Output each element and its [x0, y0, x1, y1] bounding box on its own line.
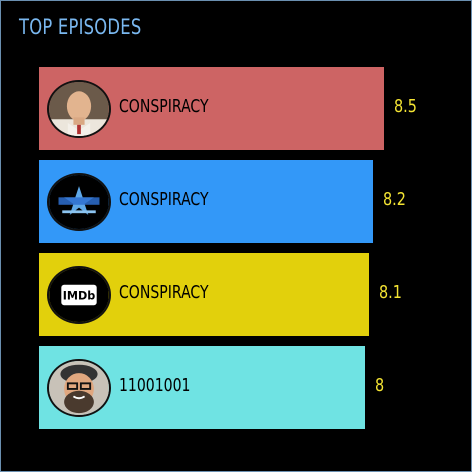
bar-1: CONSPIRACY	[39, 67, 384, 150]
bar-4: 11001001	[39, 346, 365, 429]
bar-value-label: 8	[375, 375, 385, 396]
bar-label: CONSPIRACY	[119, 96, 209, 117]
bar-value-label: 8.5	[394, 96, 417, 117]
bar-label: 11001001	[119, 375, 191, 396]
bearded-person-photo-icon	[47, 359, 111, 417]
svg-text:IMDb: IMDb	[63, 290, 96, 303]
chart-title: TOP EPISODES	[19, 15, 142, 39]
bar-value-label: 8.2	[383, 189, 406, 210]
bar-2: CONSPIRACY	[39, 160, 373, 243]
bar-value-label: 8.1	[379, 282, 402, 303]
startrek-logo-icon	[47, 173, 111, 231]
person-photo-icon	[47, 80, 111, 138]
bar-3: IMDb CONSPIRACY	[39, 253, 369, 336]
bar-label: CONSPIRACY	[119, 282, 209, 303]
imdb-logo-icon: IMDb	[47, 266, 111, 324]
bar-label: CONSPIRACY	[119, 189, 209, 210]
